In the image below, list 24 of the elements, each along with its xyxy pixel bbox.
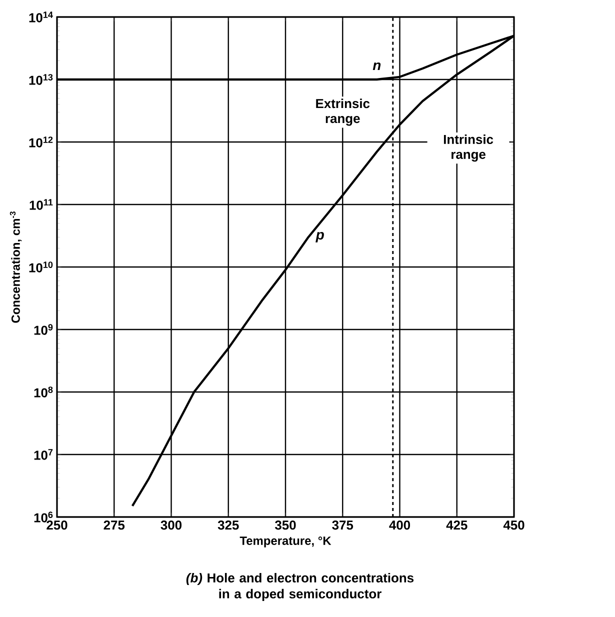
y-tick-label: 10$^{12}$ bbox=[29, 136, 53, 148]
annotation: Extrinsic range bbox=[316, 98, 370, 126]
annotation: Intrinsic range bbox=[444, 134, 494, 162]
y-tick-label: 10$^{10}$ bbox=[29, 262, 53, 272]
y-tick-label: 10$^{13}$ bbox=[29, 74, 53, 85]
x-axis-title: Temperature, °K bbox=[240, 536, 332, 548]
y-axis-title: Concentration, cm$^{-3}$ bbox=[10, 212, 22, 323]
series-label: n bbox=[372, 62, 381, 70]
x-tick-label: 275 bbox=[104, 520, 125, 530]
y-tick-label: 10$^{11}$ bbox=[30, 199, 53, 210]
x-tick-label: 300 bbox=[160, 520, 182, 530]
x-tick-label: 325 bbox=[218, 520, 239, 530]
y-tick-label: 10$^{7}$ bbox=[34, 449, 53, 460]
text: (b) Hole and electron concentrations in a doped semiconductor bbox=[186, 572, 414, 601]
x-tick-label: 250 bbox=[46, 520, 68, 530]
x-tick-label: 450 bbox=[503, 520, 524, 530]
x-tick-label: 350 bbox=[274, 520, 296, 530]
x-tick-label: 375 bbox=[332, 520, 354, 530]
series-label: p bbox=[316, 232, 324, 242]
y-tick-label: 10$^{14}$ bbox=[29, 12, 53, 22]
x-tick-label: 400 bbox=[389, 520, 410, 530]
y-tick-label: 10$^{9}$ bbox=[34, 324, 53, 335]
y-tick-label: 10$^{8}$ bbox=[34, 386, 53, 398]
x-tick-label: 425 bbox=[446, 520, 468, 530]
